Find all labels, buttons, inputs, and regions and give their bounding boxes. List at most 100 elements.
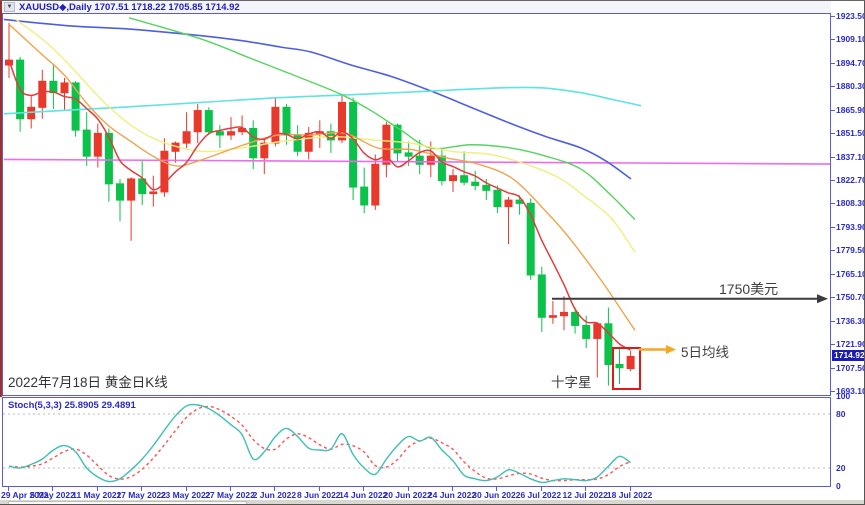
candle-body: [71, 82, 80, 131]
time-axis-tick: [585, 487, 587, 491]
stoch-axis-label: 0: [836, 481, 841, 491]
current-price-tag: 1714.92: [832, 349, 865, 361]
time-axis-label: 5 May 2022: [29, 490, 75, 500]
candle-body: [415, 155, 424, 165]
candle-body: [460, 175, 469, 183]
time-axis-tick: [363, 487, 365, 491]
time-axis-tick: [407, 487, 409, 491]
price-axis-label: 1721.90: [836, 339, 865, 350]
scrollbar-thumb[interactable]: [8, 501, 247, 504]
candle-body: [349, 101, 358, 188]
price-axis-tick: [831, 62, 835, 64]
candle-body: [193, 110, 202, 133]
time-axis-label: 11 May 2022: [72, 490, 122, 500]
candle-body: [338, 101, 346, 141]
stoch-axis-label: 80: [836, 409, 846, 419]
doji-highlight-box: [612, 347, 641, 390]
price-axis-label: 1779.50: [836, 245, 865, 256]
candle-body: [260, 142, 269, 159]
candle-body: [493, 189, 502, 208]
price-axis-tick: [831, 367, 835, 369]
price-axis-label: 1750.70: [836, 292, 865, 303]
horizontal-scrollbar[interactable]: [0, 500, 864, 504]
time-axis-tick: [540, 487, 542, 491]
price-axis-label: 1851.50: [836, 128, 865, 139]
candle-body: [127, 178, 136, 201]
candle-body: [204, 110, 213, 133]
candle-body: [293, 134, 302, 152]
time-axis-tick: [452, 487, 453, 491]
time-axis-label: 2 Jun 2022: [252, 490, 297, 500]
price-axis-label: 1736.30: [836, 315, 865, 326]
price-axis-tick: [831, 273, 835, 275]
candlestick-chart[interactable]: [3, 14, 830, 395]
price-axis-label: 1880.30: [836, 81, 865, 92]
price-axis-tick: [831, 86, 835, 88]
candle-body: [582, 324, 591, 339]
candle-body: [537, 274, 546, 318]
candle-body: [160, 150, 169, 193]
time-axis-tick: [318, 487, 320, 491]
candle-body: [626, 355, 635, 370]
candle-body: [560, 311, 568, 317]
time-axis-tick: [230, 487, 231, 491]
time-axis-tick: [52, 487, 54, 491]
candle-body: [116, 183, 124, 201]
candle-body: [571, 311, 580, 326]
price-axis-label: 1693.10: [836, 385, 865, 396]
orange-ma10: [8, 23, 636, 331]
candle-body: [360, 186, 369, 206]
price-axis-tick: [831, 344, 835, 346]
time-axis-label: 23 May 2022: [160, 490, 211, 500]
price-axis-label: 1923.50: [836, 10, 865, 21]
candle-body: [548, 315, 557, 318]
stoch-axis-label: 20: [836, 463, 846, 473]
price-axis-tick: [831, 203, 835, 205]
price-axis-label: 1865.90: [836, 104, 865, 115]
time-axis-label: 6 Jul 2022: [520, 490, 562, 500]
price-axis-label: 1837.10: [836, 151, 865, 162]
blue-ma: [3, 18, 632, 180]
candle-body: [449, 175, 457, 182]
time-axis-label: 8 Jun 2022: [297, 490, 341, 500]
time-axis-tick: [629, 487, 631, 491]
candle-body: [604, 323, 613, 365]
doji-annotation: 十字星: [551, 375, 592, 390]
magenta-long-ma: [3, 158, 830, 165]
time-axis-tick: [274, 487, 276, 491]
time-axis-label: 27 May 2022: [205, 490, 255, 500]
price-axis-tick: [831, 250, 835, 252]
candle-body: [60, 82, 69, 94]
price-axis-tick: [831, 320, 835, 322]
time-axis-label: 29 Apr 2022: [1, 490, 49, 500]
time-axis-tick: [496, 487, 498, 491]
candle-body: [271, 106, 280, 144]
time-axis-label: 24 Jun 2022: [427, 490, 477, 500]
stochastic-panel[interactable]: [2, 397, 831, 487]
candle-body: [93, 132, 102, 157]
price-axis-tick: [831, 297, 835, 299]
candle-body: [304, 132, 313, 152]
ma5-annotation: 5日均线: [681, 345, 730, 360]
time-axis-label: 12 Jul 2022: [562, 490, 608, 500]
symbol-dropdown-button[interactable]: ▼: [4, 2, 15, 12]
price-axis-tick: [831, 15, 835, 17]
stochastic-chart[interactable]: [3, 398, 830, 486]
candle-body: [215, 131, 224, 136]
time-axis-label: 20 Jun 2022: [383, 490, 432, 500]
cyan-ma: [3, 86, 642, 115]
candle-body: [526, 202, 535, 276]
time-axis-label: 18 Jul 2022: [606, 490, 653, 500]
chart-titlebar: ▼ XAUUSD◆,Daily 1707.51 1718.22 1705.85 …: [2, 1, 831, 13]
candle-body: [482, 184, 491, 191]
main-chart-panel[interactable]: [2, 13, 831, 396]
price-axis-label: 1894.70: [836, 57, 865, 68]
dropdown-arrow-icon: ▼: [6, 4, 13, 10]
time-axis-tick: [141, 487, 143, 491]
candle-body: [182, 131, 191, 144]
price-axis-tick: [831, 226, 835, 228]
candle-body: [504, 199, 513, 208]
candle-body: [38, 80, 47, 108]
chart-caption: 2022年7月18日 黄金日K线: [8, 375, 168, 390]
